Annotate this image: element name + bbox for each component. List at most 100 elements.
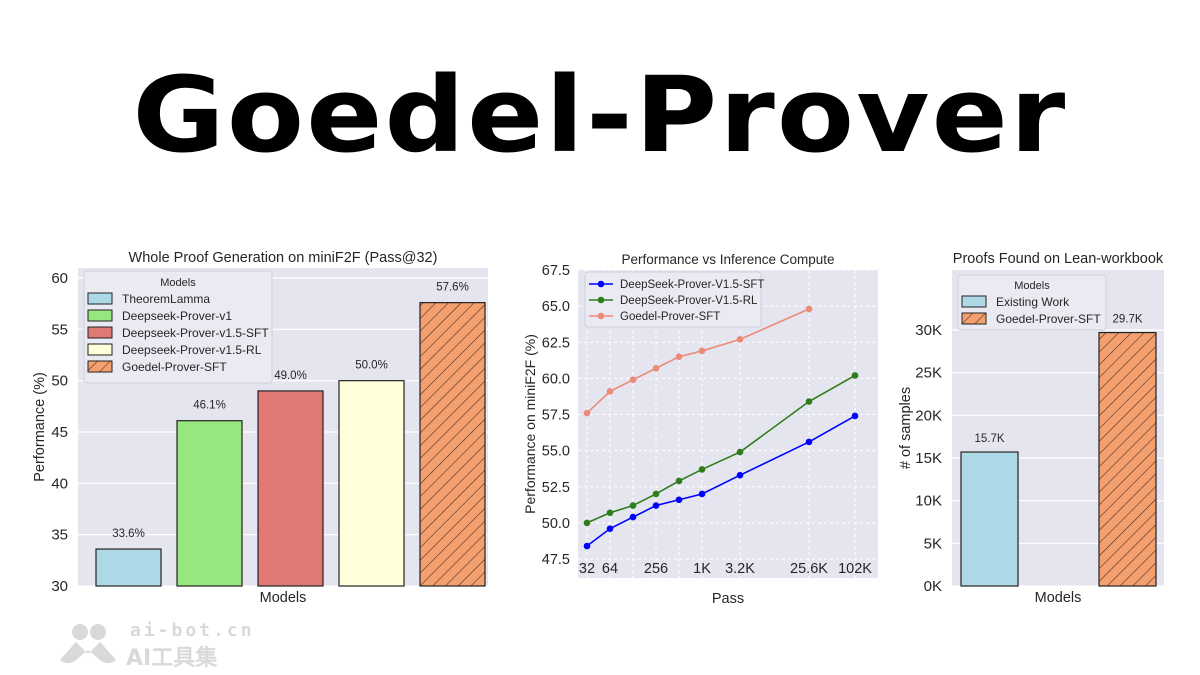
y-tick-label: 52.5 (542, 480, 570, 496)
y-tick-label: 50.0 (542, 516, 570, 532)
y-tick-label: 62.5 (542, 335, 570, 351)
y-tick-label: 67.5 (542, 263, 570, 279)
data-point (629, 376, 637, 384)
svg-text:Models: Models (160, 277, 196, 289)
data-point (805, 305, 813, 313)
watermark-brand: AI工具集 (126, 646, 218, 671)
chart-title: Performance vs Inference Compute (621, 252, 834, 267)
x-tick-label: 64 (602, 561, 618, 577)
chart-performance-vs-inference: 47.5 50.0 52.5 55.0 57.5 60.0 62.5 65.0 67.5 32 64… (522, 252, 878, 607)
data-point (698, 347, 706, 355)
bar (338, 380, 405, 587)
chart-title: Whole Proof Generation on miniF2F (Pass@… (129, 250, 438, 266)
y-tick-label: 50 (51, 373, 68, 390)
y-tick-label: 47.5 (542, 552, 570, 568)
data-point (736, 336, 744, 343)
data-point (606, 509, 614, 517)
y-tick-label: 0K (924, 578, 942, 595)
data-point (851, 372, 859, 379)
data-point (675, 477, 683, 485)
bar (960, 451, 1019, 587)
data-point (652, 502, 660, 509)
bar-value-label: 49.0% (274, 370, 307, 382)
y-tick-label: 20K (915, 407, 942, 424)
bar (1098, 331, 1157, 587)
page-title: Goedel-Prover (132, 54, 1068, 176)
x-tick-label: 32 (579, 561, 595, 577)
y-tick-label: 15K (915, 450, 942, 467)
data-point (583, 542, 591, 550)
bar (419, 302, 486, 587)
bar (176, 420, 243, 587)
x-axis-label: Models (1035, 590, 1082, 606)
watermark-url: ai-bot.cn (130, 620, 255, 641)
bar-value-label: 33.6% (112, 528, 145, 540)
legend-entry: Deepseek-Prover-v1 (122, 309, 232, 323)
legend-entry: Deepseek-Prover-v1.5-SFT (122, 326, 269, 340)
data-point (698, 490, 706, 498)
legend: Models Existing Work Goedel-Prover-SFT (957, 274, 1107, 331)
data-point (675, 353, 683, 361)
y-tick-label: 30K (915, 322, 942, 339)
bar-value-label: 50.0% (355, 360, 388, 372)
legend-entry: Deepseek-Prover-v1.5-RL (122, 343, 262, 357)
x-axis-label: Pass (712, 591, 744, 607)
x-tick-label: 25.6K (790, 561, 828, 577)
legend-entry: Existing Work (996, 295, 1070, 309)
data-point (629, 513, 637, 521)
data-point (698, 466, 706, 473)
legend-entry: Goedel-Prover-SFT (122, 360, 227, 374)
x-axis-label: Models (260, 590, 307, 606)
legend-entry: Goedel-Prover-SFT (620, 311, 720, 323)
chart-proofs-lean-workbook: 0K 5K 10K 15K 20K 25K 30K Proofs Found on Lean-… (898, 251, 1164, 606)
y-tick-label: 57.5 (542, 408, 570, 424)
data-point (629, 502, 637, 509)
watermark: ai-bot.cn AI工具集 (58, 618, 258, 671)
data-point (851, 412, 859, 420)
x-tick-label: 1K (693, 561, 711, 577)
logo-icon (60, 624, 116, 663)
legend-entry: DeepSeek-Prover-V1.5-RL (620, 295, 758, 307)
y-tick-label: 40 (51, 475, 68, 492)
y-tick-label: 55.0 (542, 444, 570, 460)
data-point (606, 388, 614, 395)
y-axis-label: Performance on miniF2F (%) (522, 334, 538, 514)
y-axis-label: # of samples (898, 387, 914, 469)
y-tick-label: 25K (915, 365, 942, 382)
x-tick-label: 3.2K (725, 561, 755, 577)
legend: Models TheoremLamma Deepseek-Prover-v1 Deep… (83, 270, 273, 384)
bar-value-label: 15.7K (974, 433, 1004, 445)
legend-entry: DeepSeek-Prover-V1.5-SFT (620, 279, 764, 291)
data-point (805, 398, 813, 405)
data-point (583, 519, 591, 527)
y-axis-label: Performance (%) (32, 372, 48, 482)
bar-value-label: 46.1% (193, 400, 226, 412)
x-tick-label: 102K (838, 561, 872, 577)
chart-whole-proof-generation: 30 35 40 45 50 55 60 Whole Proof Generation on … (32, 250, 488, 606)
y-tick-label: 55 (51, 321, 68, 338)
y-tick-label: 5K (924, 535, 942, 552)
legend: DeepSeek-Prover-V1.5-SFT DeepSeek-Prover-… (584, 271, 764, 328)
legend-entry: Goedel-Prover-SFT (996, 312, 1101, 326)
data-point (652, 364, 660, 372)
y-tick-label: 30 (51, 578, 68, 595)
data-point (583, 409, 591, 417)
y-tick-label: 10K (915, 493, 942, 510)
data-point (652, 490, 660, 498)
x-tick-label: 256 (644, 561, 668, 577)
svg-text:Models: Models (1014, 280, 1050, 292)
series-line (586, 308, 810, 414)
y-tick-label: 60 (51, 270, 68, 287)
data-point (805, 438, 813, 446)
y-tick-label: 65.0 (542, 299, 570, 315)
legend-entry: TheoremLamma (122, 292, 210, 306)
data-point (736, 448, 744, 456)
data-point (675, 496, 683, 504)
bar (95, 548, 162, 587)
y-tick-label: 45 (51, 424, 68, 441)
bar-value-label: 29.7K (1112, 314, 1142, 326)
bar-value-label: 57.6% (436, 282, 469, 294)
data-point (606, 525, 614, 532)
data-point (736, 471, 744, 479)
chart-title: Proofs Found on Lean-workbook (953, 251, 1164, 267)
